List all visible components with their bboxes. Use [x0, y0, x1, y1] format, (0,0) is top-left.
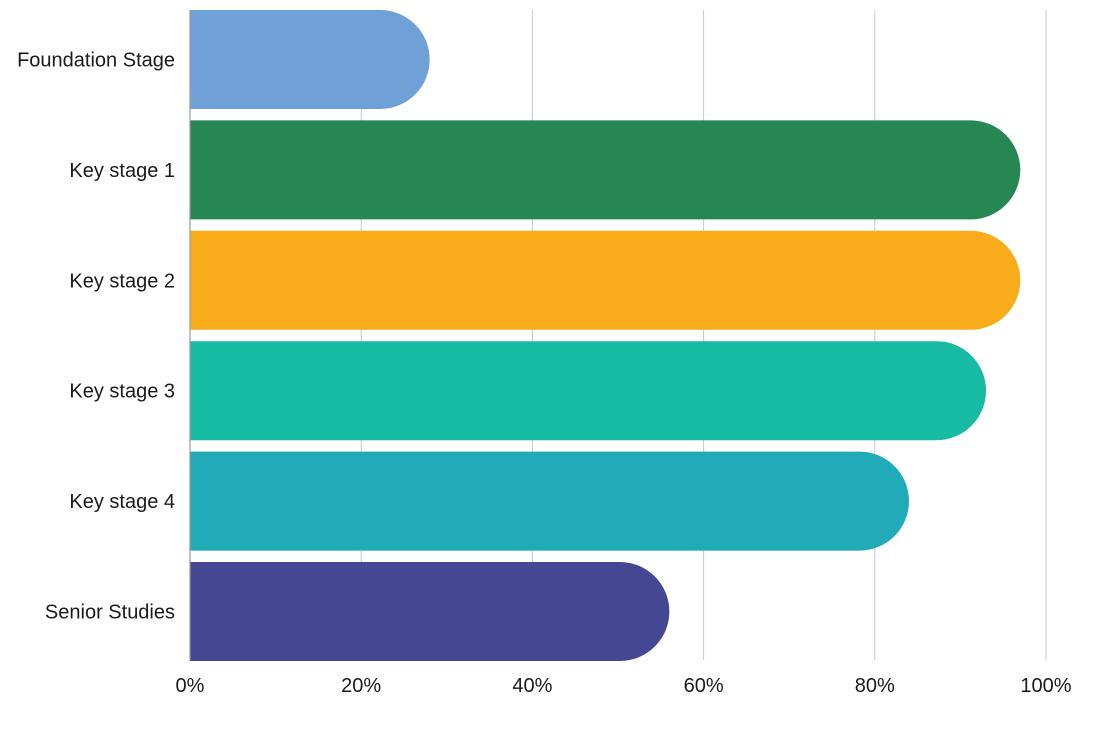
bar-foundation-stage	[190, 10, 430, 109]
x-tick-labels: 0% 20% 40% 60% 80% 100%	[176, 675, 1072, 697]
x-tick-label: 80%	[855, 675, 895, 697]
category-label: Senior Studies	[45, 602, 175, 624]
gridlines	[360, 10, 1047, 660]
bars	[190, 10, 1021, 661]
x-tick-label: 40%	[512, 675, 552, 697]
category-labels: Foundation Stage Key stage 1 Key stage 2 Ke…	[17, 50, 175, 624]
category-label: Key stage 4	[69, 491, 175, 513]
category-label: Key stage 2	[69, 270, 175, 292]
x-tick-label: 60%	[684, 675, 724, 697]
category-label: Key stage 3	[69, 381, 175, 403]
category-label: Key stage 1	[69, 160, 175, 182]
x-tick-label: 20%	[341, 675, 381, 697]
category-label: Foundation Stage	[17, 50, 175, 72]
x-tick-label: 0%	[176, 675, 205, 697]
bar-key-stage-2	[190, 230, 1021, 330]
bar-key-stage-4	[190, 451, 909, 551]
bar-key-stage-3	[190, 341, 987, 441]
bar-key-stage-1	[190, 120, 1021, 220]
x-tick-label: 100%	[1020, 675, 1071, 697]
bar-senior-studies	[190, 562, 670, 661]
